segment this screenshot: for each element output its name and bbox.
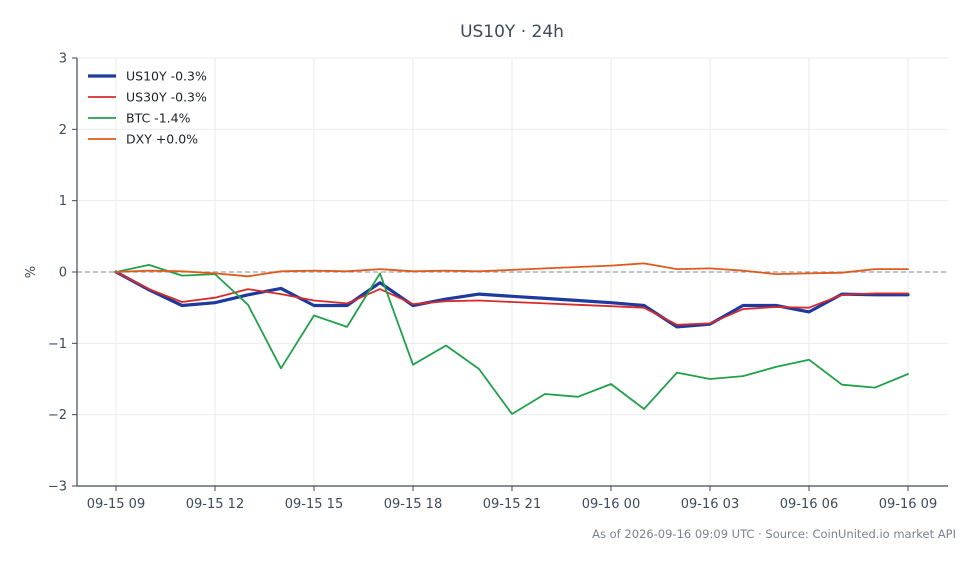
legend-label-2: BTC -1.4% xyxy=(126,111,191,126)
series-line-2 xyxy=(115,263,909,415)
y-axis-label: % xyxy=(24,266,39,278)
x-tick-label: 09-16 03 xyxy=(681,497,739,512)
x-axis-ticks: 09-15 09 09-15 12 09-15 15 09-15 18 09-15 21… xyxy=(87,486,937,512)
y-tick-label: 3 xyxy=(59,52,67,67)
x-tick-label: 09-16 09 xyxy=(879,497,937,512)
x-tick-label: 09-15 12 xyxy=(186,497,244,512)
legend: US10Y -0.3% US30Y -0.3% BTC -1.4% DXY +0.0% xyxy=(88,69,207,147)
chart-title: US10Y · 24h xyxy=(460,22,564,42)
legend-label-3: DXY +0.0% xyxy=(126,132,198,147)
y-tick-label: 1 xyxy=(59,194,67,209)
y-axis-ticks: 3 2 1 0 −1 −2 −3 xyxy=(48,52,77,495)
legend-label-1: US30Y -0.3% xyxy=(126,90,207,105)
x-tick-label: 09-15 15 xyxy=(285,497,343,512)
series-lines xyxy=(114,262,910,415)
y-tick-label: 0 xyxy=(59,266,67,281)
y-tick-label: −1 xyxy=(48,337,67,352)
x-tick-label: 09-15 09 xyxy=(87,497,145,512)
source-footer: As of 2026-09-16 09:09 UTC · Source: Coi… xyxy=(592,527,956,541)
x-tick-label: 09-16 06 xyxy=(780,497,838,512)
y-tick-label: −3 xyxy=(48,480,67,495)
y-tick-label: 2 xyxy=(59,123,67,138)
x-tick-label: 09-15 18 xyxy=(384,497,442,512)
series-line-1 xyxy=(115,271,909,326)
legend-label-0: US10Y -0.3% xyxy=(126,69,207,84)
x-tick-label: 09-15 21 xyxy=(483,497,541,512)
series-line-3 xyxy=(115,262,909,278)
x-tick-label: 09-16 00 xyxy=(582,497,640,512)
y-tick-label: −2 xyxy=(48,408,67,423)
series-line-0 xyxy=(114,270,910,329)
